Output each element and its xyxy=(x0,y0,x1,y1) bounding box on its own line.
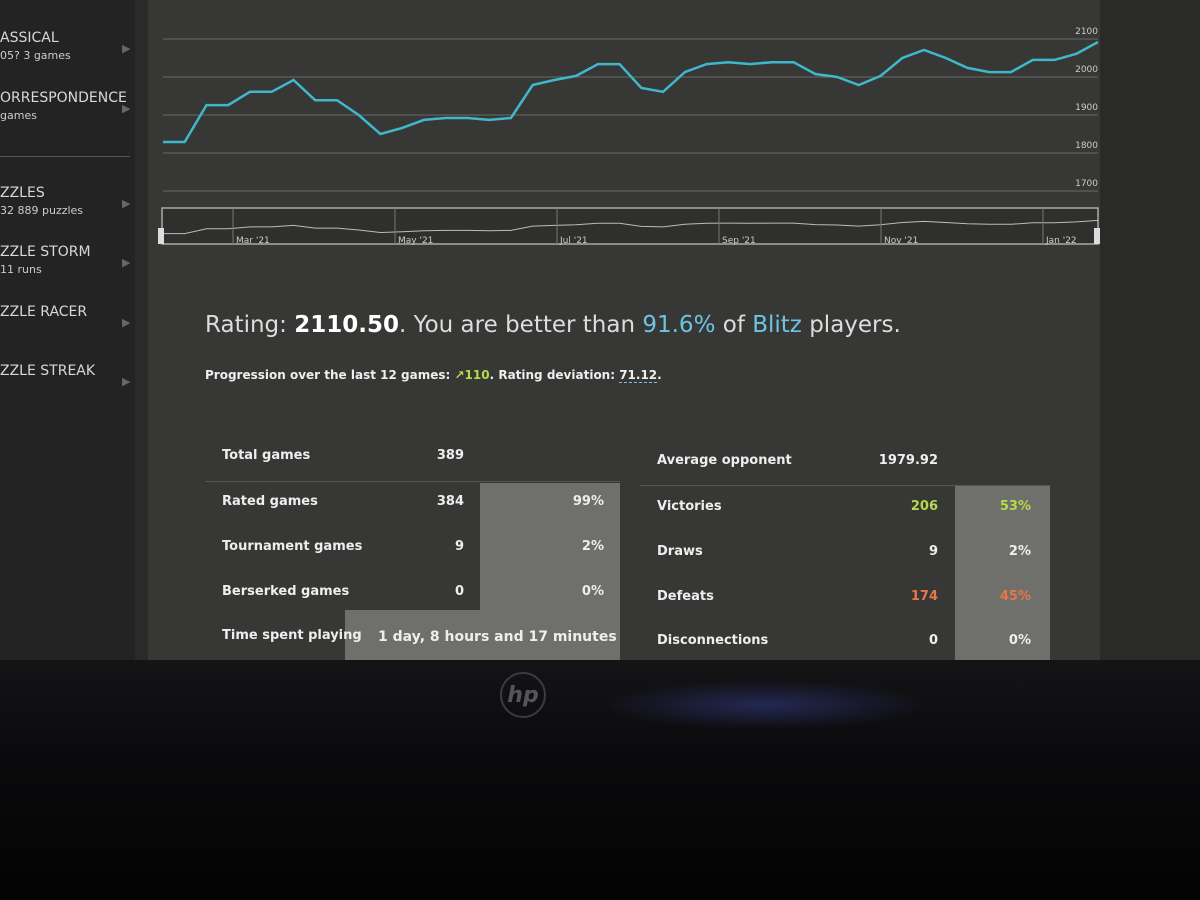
monitor-bezel: hp xyxy=(0,660,1200,900)
percentile: 91.6% xyxy=(642,312,716,338)
stat-value: 174 xyxy=(910,589,938,604)
chevron: ▶ xyxy=(122,316,131,329)
glow xyxy=(600,680,930,730)
nav-label: Mar '21 xyxy=(236,236,270,246)
stat-value: 206 xyxy=(910,499,938,514)
stat-value: 0 xyxy=(928,633,938,648)
y-tick-label: 1700 xyxy=(1075,179,1098,189)
nav-label: Nov '21 xyxy=(884,236,918,246)
rating-value: 2110.50 xyxy=(294,312,399,338)
stat-value: 389 xyxy=(436,448,464,463)
y-tick-label: 2100 xyxy=(1075,27,1098,37)
text: . Rating deviation: xyxy=(489,368,620,382)
screen: ASSICAL 05? 3 games ▶ ORRESPONDENCE games ▶ ZZ… xyxy=(0,0,1200,660)
nav-handle xyxy=(1094,228,1100,244)
gray-block xyxy=(955,485,1050,660)
stat-label: Total games xyxy=(222,448,311,463)
stat-percent: 53% xyxy=(999,499,1031,514)
divider xyxy=(0,156,130,157)
stat-value: 9 xyxy=(454,539,464,554)
stat-label: Tournament games xyxy=(222,539,363,554)
nav-label: Jan '22 xyxy=(1045,236,1077,246)
sidebar-item[interactable]: ZZLES 32 889 puzzles xyxy=(0,185,83,217)
stat-percent: 2% xyxy=(1008,544,1031,559)
stat-label: Victories xyxy=(657,499,722,514)
stat-label: Rated games xyxy=(222,494,318,509)
stat-value: 0 xyxy=(454,584,464,599)
item-title: ZZLE STORM xyxy=(0,244,91,260)
stat-label: Time spent playing xyxy=(222,628,362,643)
rating-chart: 1700 1800 1900 2000 2100 Mar '21 May '21 Jul '2… xyxy=(158,27,1100,246)
progression-value: 110 xyxy=(464,368,490,382)
logo: hp xyxy=(500,672,546,718)
row-line xyxy=(205,481,620,482)
text: Rating: xyxy=(205,312,295,338)
sidebar: ASSICAL 05? 3 games ▶ ORRESPONDENCE games ▶ ZZ… xyxy=(0,0,135,660)
stat-percent: 99% xyxy=(572,494,604,509)
nav-label: May '21 xyxy=(398,236,433,246)
sidebar-item[interactable]: ZZLE STORM 11 runs xyxy=(0,244,91,276)
chevron: ▶ xyxy=(122,256,131,269)
row-line xyxy=(640,485,1050,486)
y-tick-label: 1800 xyxy=(1075,141,1098,151)
sidebar-item[interactable]: ZZLE STREAK xyxy=(0,363,95,379)
item-title: ORRESPONDENCE xyxy=(0,90,127,106)
stat-value: 384 xyxy=(436,494,464,509)
item-title: ZZLES xyxy=(0,185,45,201)
nav-label: Sep '21 xyxy=(722,236,756,246)
nav-handle xyxy=(158,228,164,244)
item-title: ZZLE STREAK xyxy=(0,363,96,379)
item-sub: 32 889 puzzles xyxy=(0,204,84,217)
y-tick-label: 2000 xyxy=(1075,65,1098,75)
rating-line xyxy=(163,40,1099,144)
rating-line: Rating: 2110.50. You are better than 91.… xyxy=(205,312,901,338)
sidebar-item[interactable]: ASSICAL 05? 3 games xyxy=(0,30,71,62)
sidebar-item[interactable]: ORRESPONDENCE games xyxy=(0,90,127,122)
variant-link[interactable]: Blitz xyxy=(752,312,802,338)
gray-block xyxy=(480,483,620,610)
deviation[interactable]: 71.12 xyxy=(619,368,658,383)
stat-label: Draws xyxy=(657,544,703,559)
gray-block xyxy=(345,610,620,660)
item-sub: 05? 3 games xyxy=(0,49,71,62)
stat-value: 1979.92 xyxy=(878,453,938,468)
stat-value: 9 xyxy=(928,544,938,559)
up-arrow: ↗ xyxy=(454,368,465,382)
item-sub: 11 runs xyxy=(0,263,42,276)
stat-percent: 0% xyxy=(581,584,604,599)
text: . You are better than xyxy=(398,312,643,338)
progression-line: Progression over the last 12 games: ↗110… xyxy=(205,368,662,383)
nav-label: Jul '21 xyxy=(559,236,588,246)
stat-label: Average opponent xyxy=(657,453,792,468)
item-sub: games xyxy=(0,109,37,122)
stat-value: 1 day, 8 hours and 17 minutes xyxy=(378,629,617,645)
stat-label: Defeats xyxy=(657,589,714,604)
chevron: ▶ xyxy=(122,102,131,115)
stat-label: Disconnections xyxy=(657,633,769,648)
item-title: ASSICAL xyxy=(0,30,59,46)
text: . xyxy=(657,368,662,382)
stat-percent: 2% xyxy=(581,539,604,554)
stat-label: Berserked games xyxy=(222,584,350,599)
sidebar-item[interactable]: ZZLE RACER xyxy=(0,304,87,320)
navigator xyxy=(161,207,1099,245)
text: Progression over the last 12 games: xyxy=(205,368,455,382)
text: players. xyxy=(801,312,901,338)
chevron: ▶ xyxy=(122,375,131,388)
stat-percent: 0% xyxy=(1008,633,1031,648)
stat-percent: 45% xyxy=(999,589,1031,604)
item-title: ZZLE RACER xyxy=(0,304,88,320)
panel xyxy=(148,0,1100,660)
text: of xyxy=(715,312,753,338)
y-tick-label: 1900 xyxy=(1075,103,1098,113)
chevron: ▶ xyxy=(122,197,131,210)
navigator-line xyxy=(163,219,1099,235)
chevron: ▶ xyxy=(122,42,131,55)
